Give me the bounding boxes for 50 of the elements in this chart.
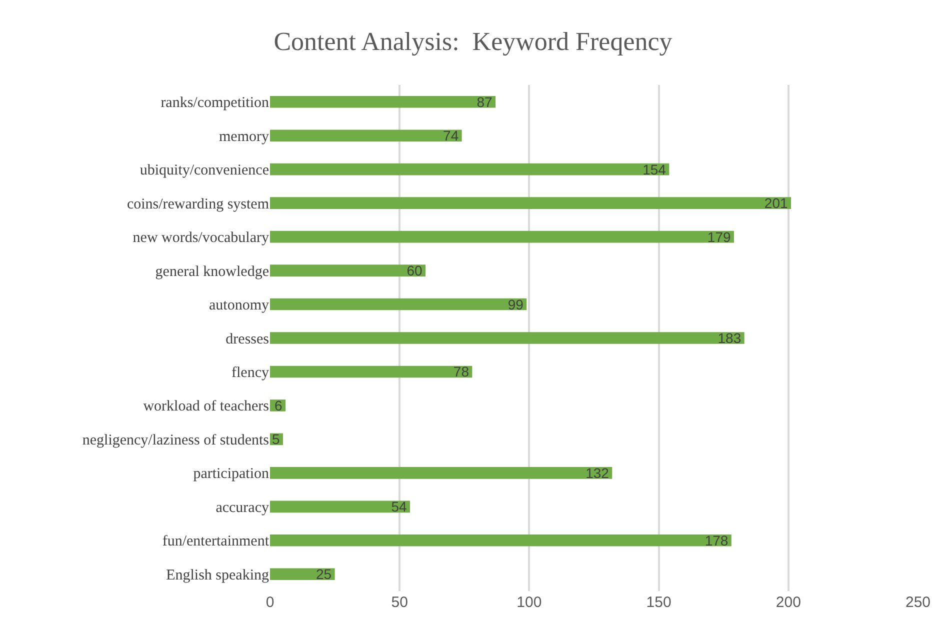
- y-tick-label: flency: [232, 364, 270, 381]
- y-tick-label: autonomy: [209, 298, 270, 314]
- data-label: 132: [586, 464, 610, 481]
- data-label: 183: [718, 330, 742, 346]
- data-label: 99: [508, 296, 524, 312]
- bar: [270, 264, 426, 276]
- y-tick-label: negligency/laziness of students: [82, 432, 270, 448]
- bar: [270, 130, 462, 142]
- y-tick-label: memory: [219, 128, 270, 145]
- data-label: 54: [391, 498, 407, 515]
- bar: [270, 500, 410, 513]
- y-tick-label: general knowledge: [155, 264, 270, 280]
- bar: [270, 298, 527, 310]
- bar: [270, 534, 732, 546]
- y-tick-label: coins/rewarding system: [126, 196, 270, 212]
- data-label: 178: [704, 532, 728, 548]
- data-label: 87: [476, 94, 492, 110]
- data-label: 74: [443, 128, 459, 144]
- y-tick-label: accuracy: [216, 500, 270, 516]
- data-label: 60: [406, 262, 423, 279]
- x-tick-label: 0: [266, 594, 274, 611]
- y-tick-label: ubiquity/convenience: [140, 162, 270, 179]
- y-tick-label: dresses: [226, 331, 270, 348]
- bar: [270, 467, 612, 479]
- bar: [270, 197, 791, 209]
- data-label: 201: [764, 195, 788, 212]
- bar: [270, 366, 472, 378]
- data-label: 5: [272, 431, 280, 448]
- data-label: 6: [274, 397, 283, 414]
- bar: [270, 163, 670, 176]
- y-tick-label: participation: [193, 466, 270, 482]
- data-label: 78: [453, 364, 470, 380]
- x-tick-label: 250: [905, 594, 931, 611]
- x-tick-label: 50: [391, 594, 408, 611]
- bar: [270, 332, 744, 344]
- x-tick-label: 200: [776, 594, 801, 611]
- x-tick-label: 100: [516, 594, 542, 611]
- bar: [270, 96, 496, 108]
- chart-title: Content Analysis: Keyword Freqency: [274, 26, 672, 56]
- bar: [270, 230, 734, 243]
- x-tick-label: 150: [646, 594, 672, 611]
- y-tick-label: English speaking: [166, 567, 270, 584]
- data-label: 25: [316, 566, 332, 582]
- data-label: 154: [642, 161, 666, 178]
- data-label: 179: [707, 228, 731, 245]
- y-tick-label: workload of teachers: [143, 398, 270, 415]
- y-tick-label: ranks/competition: [160, 95, 270, 112]
- y-tick-label: new words/vocabulary: [132, 230, 270, 246]
- y-tick-label: fun/entertainment: [162, 534, 270, 550]
- bar: [270, 568, 335, 580]
